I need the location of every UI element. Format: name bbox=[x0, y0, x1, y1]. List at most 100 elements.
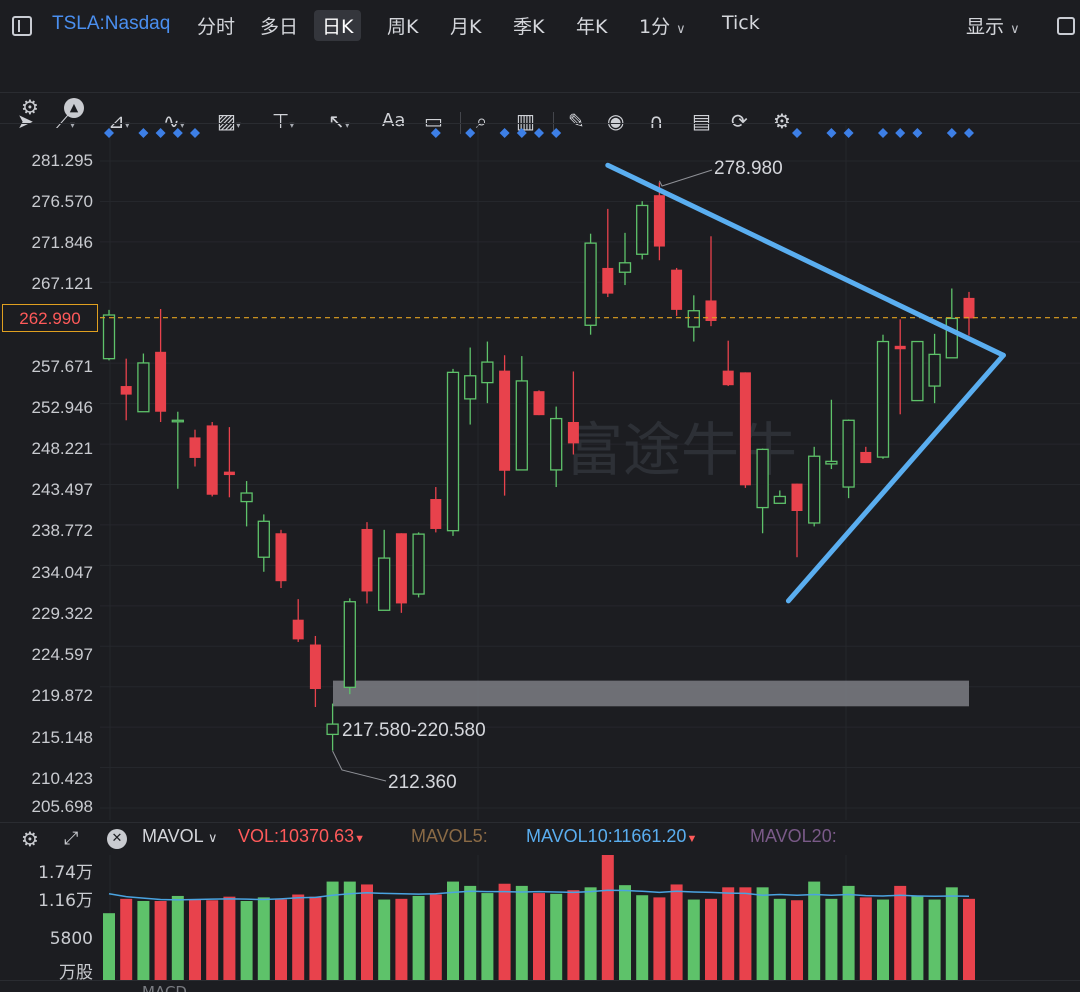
candle-body bbox=[257, 520, 270, 558]
volume-bar bbox=[533, 893, 545, 980]
candle-body bbox=[240, 492, 253, 503]
volume-bar bbox=[447, 881, 459, 980]
candle-body bbox=[860, 451, 872, 464]
candle-body bbox=[894, 345, 906, 350]
collapse-icon[interactable]: ▲ bbox=[64, 98, 84, 118]
candle-body bbox=[499, 370, 511, 471]
volume-bar bbox=[292, 894, 305, 980]
expand-icon[interactable]: ⤢ bbox=[64, 828, 79, 849]
tab-quarterly-k[interactable]: 季K bbox=[513, 16, 545, 38]
event-marker bbox=[792, 128, 802, 138]
event-marker bbox=[138, 128, 149, 138]
volume-bar bbox=[963, 898, 975, 980]
candle-body bbox=[275, 533, 287, 582]
arrow-icon[interactable]: ↖▾ bbox=[328, 109, 350, 133]
volume-bar bbox=[137, 900, 150, 980]
candle-body bbox=[412, 533, 425, 595]
trash-icon[interactable]: ▤ bbox=[692, 109, 711, 133]
volume-bar bbox=[326, 881, 339, 980]
candle-body bbox=[876, 340, 890, 458]
volume-bar bbox=[911, 895, 924, 980]
y-tick-label: 205.698 bbox=[31, 797, 93, 816]
event-marker bbox=[912, 128, 923, 138]
tab-intraday[interactable]: 分时 bbox=[197, 16, 236, 38]
volume-bar bbox=[619, 885, 631, 980]
low-price-label: 212.360 bbox=[388, 772, 457, 793]
current-price-tag: 262.990 bbox=[2, 303, 98, 332]
y-tick-label: 252.946 bbox=[31, 398, 93, 417]
volume-bar bbox=[515, 885, 528, 980]
vol-y-tick-label: 5800 bbox=[49, 929, 93, 949]
tab-monthly-k[interactable]: 月K bbox=[450, 16, 482, 38]
settings-icon[interactable]: ⚙ bbox=[21, 95, 39, 119]
candle-body bbox=[722, 370, 734, 386]
tab-weekly-k[interactable]: 周K bbox=[387, 16, 419, 38]
cursor-icon[interactable]: ➤ bbox=[17, 109, 34, 133]
tab-daily-k[interactable]: 日K bbox=[314, 10, 362, 41]
close-icon[interactable]: ✕ bbox=[107, 829, 127, 849]
support-zone bbox=[333, 680, 969, 707]
candle-body bbox=[533, 391, 545, 416]
volume-bar bbox=[653, 897, 666, 980]
y-tick-label: 267.121 bbox=[31, 274, 93, 293]
panel-toggle-icon[interactable] bbox=[12, 16, 32, 36]
tab-1min-label: 1分 bbox=[639, 16, 671, 38]
event-marker bbox=[946, 128, 957, 138]
event-marker bbox=[534, 128, 544, 138]
tab-1min[interactable]: 1分 ∨ bbox=[639, 12, 686, 39]
candle-body bbox=[515, 380, 528, 471]
pen-icon[interactable]: ✎ bbox=[568, 109, 585, 133]
indicator-label: MAVOL bbox=[142, 826, 204, 846]
volume-bar bbox=[601, 855, 614, 980]
tab-yearly-k[interactable]: 年K bbox=[576, 16, 608, 38]
wave-icon[interactable]: ∿▾ bbox=[163, 109, 185, 133]
mavol5-value: MAVOL5: bbox=[411, 826, 488, 846]
channel-icon[interactable]: ⊿▾ bbox=[108, 109, 130, 133]
y-tick-label: 243.497 bbox=[31, 480, 93, 499]
event-marker bbox=[172, 128, 183, 138]
price-range-icon[interactable]: ⊤▾ bbox=[272, 109, 295, 133]
ticker-symbol[interactable]: TSLA:Nasdaq bbox=[52, 13, 171, 34]
tab-tick[interactable]: Tick bbox=[722, 12, 760, 34]
y-tick-label: 219.872 bbox=[31, 686, 93, 705]
mavol10-value: MAVOL10:11661.20▼ bbox=[526, 826, 697, 847]
volume-bar bbox=[550, 893, 563, 980]
search-icon[interactable]: ⌕ bbox=[476, 109, 488, 133]
trendline bbox=[605, 162, 1006, 358]
indicator-icon[interactable]: ▥ bbox=[516, 109, 535, 133]
candle-body bbox=[671, 269, 683, 310]
text-icon[interactable]: Aa bbox=[382, 110, 406, 131]
tab-multi-day[interactable]: 多日 bbox=[260, 16, 299, 38]
indicator-selector[interactable]: MAVOL ∨ bbox=[142, 826, 218, 847]
candle-body bbox=[945, 317, 958, 359]
mavol20-value: MAVOL20: bbox=[750, 826, 837, 846]
candle-body bbox=[102, 314, 116, 360]
next-indicator-label: MACD bbox=[142, 983, 187, 992]
event-marker bbox=[190, 128, 200, 138]
candle-body bbox=[584, 242, 597, 326]
candle-body bbox=[739, 372, 751, 486]
volume-bar bbox=[877, 899, 889, 980]
candle-body bbox=[378, 557, 391, 611]
volume-bar bbox=[808, 881, 821, 980]
volume-bar bbox=[189, 899, 201, 980]
fibonacci-icon[interactable]: ▨▾ bbox=[217, 109, 241, 133]
sync-icon[interactable]: ⟳ bbox=[731, 109, 748, 133]
chevron-down-icon: ∨ bbox=[1010, 22, 1020, 37]
vol-y-tick-label: 1.16万 bbox=[38, 891, 93, 911]
display-menu[interactable]: 显示 ∨ bbox=[966, 12, 1020, 39]
volume-bar bbox=[481, 893, 494, 980]
settings-icon[interactable]: ⚙ bbox=[21, 827, 39, 851]
y-tick-label: 215.148 bbox=[31, 728, 93, 747]
comment-icon[interactable]: ▭ bbox=[424, 109, 443, 133]
settings-icon[interactable]: ⚙ bbox=[773, 109, 791, 133]
event-marker bbox=[430, 128, 441, 138]
event-marker bbox=[465, 128, 476, 138]
chevron-down-icon: ∨ bbox=[208, 830, 218, 845]
y-tick-label: 276.570 bbox=[31, 192, 93, 211]
candle-body bbox=[292, 619, 304, 640]
eye-icon[interactable]: ◉ bbox=[607, 109, 625, 133]
magnet-icon[interactable]: ∩ bbox=[649, 109, 664, 133]
checkbox-icon[interactable] bbox=[1057, 17, 1075, 35]
